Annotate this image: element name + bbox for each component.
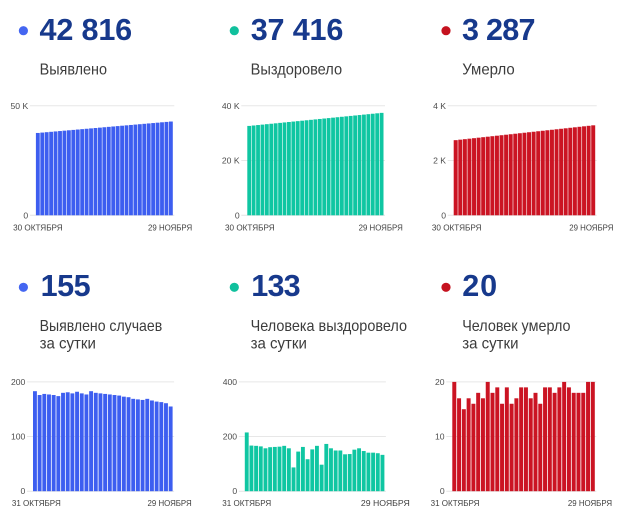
svg-text:за сутки: за сутки — [251, 335, 307, 352]
svg-text:400: 400 — [223, 377, 238, 387]
svg-text:4 K: 4 K — [433, 101, 446, 111]
svg-text:10: 10 — [435, 432, 445, 442]
svg-text:29 НОЯБРЯ: 29 НОЯБРЯ — [361, 498, 410, 508]
svg-text:31 ОКТЯБРЯ: 31 ОКТЯБРЯ — [12, 498, 61, 508]
svg-text:3 287: 3 287 — [462, 13, 536, 47]
svg-text:29 НОЯБРЯ: 29 НОЯБРЯ — [359, 223, 403, 233]
svg-text:133: 133 — [251, 269, 301, 303]
svg-text:200: 200 — [223, 432, 238, 442]
svg-text:200: 200 — [11, 377, 26, 387]
svg-text:2 K: 2 K — [433, 156, 446, 166]
svg-text:0: 0 — [235, 210, 240, 220]
svg-text:30 ОКТЯБРЯ: 30 ОКТЯБРЯ — [432, 223, 482, 233]
svg-text:Человек умерло: Человек умерло — [462, 318, 570, 335]
svg-text:0: 0 — [440, 486, 445, 496]
svg-text:30 ОКТЯБРЯ: 30 ОКТЯБРЯ — [13, 223, 63, 233]
svg-text:Человека выздоровело: Человека выздоровело — [251, 318, 407, 335]
svg-text:Выздоровело: Выздоровело — [251, 61, 343, 78]
svg-text:29 НОЯБРЯ: 29 НОЯБРЯ — [148, 223, 192, 233]
svg-text:Умерло: Умерло — [462, 61, 515, 78]
svg-text:Выявлено случаев: Выявлено случаев — [40, 318, 163, 335]
svg-text:37 416: 37 416 — [251, 13, 344, 47]
svg-text:за сутки: за сутки — [40, 335, 96, 352]
svg-text:0: 0 — [23, 210, 28, 220]
svg-text:20: 20 — [462, 269, 497, 303]
svg-text:Выявлено: Выявлено — [40, 61, 107, 78]
svg-text:20 K: 20 K — [222, 156, 240, 166]
svg-text:50 K: 50 K — [11, 101, 29, 111]
svg-text:42 816: 42 816 — [40, 13, 133, 47]
svg-text:0: 0 — [441, 210, 446, 220]
svg-text:за сутки: за сутки — [462, 335, 518, 352]
svg-text:29 НОЯБРЯ: 29 НОЯБРЯ — [568, 498, 612, 508]
svg-text:40 K: 40 K — [222, 101, 240, 111]
svg-text:0: 0 — [21, 486, 26, 496]
svg-text:20: 20 — [435, 377, 445, 387]
svg-text:155: 155 — [41, 269, 91, 303]
svg-text:29 НОЯБРЯ: 29 НОЯБРЯ — [569, 223, 613, 233]
svg-text:31 ОКТЯБРЯ: 31 ОКТЯБРЯ — [222, 498, 271, 508]
svg-text:100: 100 — [11, 432, 26, 442]
svg-text:30 ОКТЯБРЯ: 30 ОКТЯБРЯ — [225, 223, 275, 233]
svg-text:31 ОКТЯБРЯ: 31 ОКТЯБРЯ — [431, 498, 480, 508]
svg-text:29 НОЯБРЯ: 29 НОЯБРЯ — [148, 498, 192, 508]
svg-text:0: 0 — [232, 486, 237, 496]
